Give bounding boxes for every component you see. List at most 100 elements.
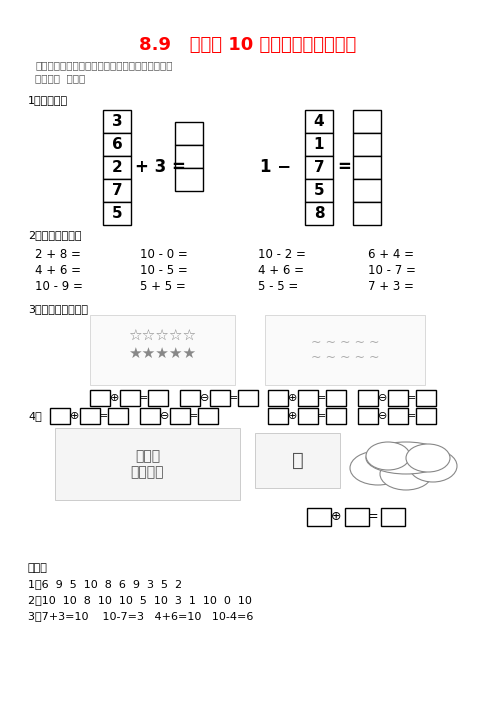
Text: 3、看图列式计算。: 3、看图列式计算。: [28, 304, 88, 314]
Text: 2: 2: [112, 160, 123, 175]
Text: ⊖: ⊖: [378, 411, 388, 421]
Text: =: =: [229, 393, 239, 403]
Bar: [90, 315, 235, 385]
Text: ⊕: ⊕: [70, 411, 80, 421]
Text: 路漫漫其修远兮，吾将上下而求索。屈原《离骚》: 路漫漫其修远兮，吾将上下而求索。屈原《离骚》: [35, 60, 173, 70]
Text: 🚗: 🚗: [292, 451, 304, 470]
Text: 7 + 3 =: 7 + 3 =: [368, 281, 414, 293]
Text: ~ ~ ~ ~ ~
~ ~ ~ ~ ~: ~ ~ ~ ~ ~ ~ ~ ~ ~ ~: [311, 336, 379, 364]
Text: ⊕: ⊕: [331, 510, 341, 524]
Bar: [255, 433, 340, 488]
Text: 3: 3: [112, 114, 123, 129]
Text: 1、6  9  5  10  8  6  9  3  5  2: 1、6 9 5 10 8 6 9 3 5 2: [28, 579, 182, 589]
Text: 1: 1: [314, 137, 324, 152]
Bar: [305, 156, 333, 179]
Text: 🚗🚗🚗
🚗🚗🚗🚗: 🚗🚗🚗 🚗🚗🚗🚗: [131, 449, 164, 479]
Bar: [103, 179, 131, 202]
Bar: [381, 508, 405, 526]
Bar: [103, 133, 131, 156]
Text: 答案：: 答案：: [28, 563, 48, 573]
Text: =: =: [407, 411, 417, 421]
Text: 6 + 4 =: 6 + 4 =: [368, 249, 414, 262]
Text: 1 −: 1 −: [260, 158, 291, 176]
Bar: [353, 133, 381, 156]
Bar: [238, 390, 258, 406]
Text: 3、7+3=10    10-7=3   4+6=10   10-4=6: 3、7+3=10 10-7=3 4+6=10 10-4=6: [28, 611, 253, 621]
Text: =: =: [337, 158, 351, 176]
Bar: [305, 133, 333, 156]
Bar: [148, 390, 168, 406]
Text: 8: 8: [313, 206, 324, 221]
Ellipse shape: [406, 444, 450, 472]
Text: =: =: [189, 411, 199, 421]
Bar: [305, 110, 333, 133]
Bar: [120, 390, 140, 406]
Text: 5 - 5 =: 5 - 5 =: [258, 281, 298, 293]
Text: 7: 7: [313, 160, 324, 175]
Bar: [358, 408, 378, 424]
Bar: [170, 408, 190, 424]
Text: 2、10  10  8  10  10  5  10  3  1  10  0  10: 2、10 10 8 10 10 5 10 3 1 10 0 10: [28, 595, 252, 605]
Text: 2、看谁算得快。: 2、看谁算得快。: [28, 230, 81, 240]
Bar: [210, 390, 230, 406]
Bar: [268, 390, 288, 406]
Text: ☆☆☆☆☆
★★★★★: ☆☆☆☆☆ ★★★★★: [128, 329, 196, 362]
Text: 5: 5: [313, 183, 324, 198]
Bar: [305, 202, 333, 225]
Text: + 3 =: + 3 =: [135, 158, 186, 176]
Text: ⊖: ⊖: [160, 411, 170, 421]
Bar: [265, 315, 425, 385]
Bar: [298, 408, 318, 424]
Bar: [305, 179, 333, 202]
Text: 10 - 2 =: 10 - 2 =: [258, 249, 306, 262]
Text: 1、填一填。: 1、填一填。: [28, 95, 68, 105]
Text: 4 + 6 =: 4 + 6 =: [258, 265, 304, 277]
Ellipse shape: [366, 442, 446, 474]
Bar: [345, 508, 369, 526]
Bar: [175, 168, 203, 191]
Text: ⊕: ⊕: [288, 393, 298, 403]
Text: 江南学校  李友峰: 江南学校 李友峰: [35, 73, 85, 83]
Bar: [298, 390, 318, 406]
Bar: [103, 202, 131, 225]
Bar: [388, 390, 408, 406]
Bar: [90, 390, 110, 406]
Text: 4 + 6 =: 4 + 6 =: [35, 265, 81, 277]
Bar: [326, 408, 346, 424]
Text: ⊕: ⊕: [288, 411, 298, 421]
Text: 8.9   得数是 10 的加法和相应的减法: 8.9 得数是 10 的加法和相应的减法: [139, 36, 357, 54]
Text: 10 - 0 =: 10 - 0 =: [140, 249, 188, 262]
Text: ⊕: ⊕: [110, 393, 120, 403]
Bar: [353, 179, 381, 202]
Ellipse shape: [409, 450, 457, 482]
Bar: [175, 122, 203, 145]
Text: =: =: [317, 393, 327, 403]
Bar: [103, 110, 131, 133]
Text: 5 + 5 =: 5 + 5 =: [140, 281, 186, 293]
Bar: [416, 408, 436, 424]
Bar: [416, 390, 436, 406]
Bar: [268, 408, 288, 424]
Text: 4: 4: [313, 114, 324, 129]
Bar: [180, 390, 200, 406]
Bar: [358, 390, 378, 406]
Bar: [55, 428, 240, 500]
Text: =: =: [139, 393, 149, 403]
Bar: [353, 110, 381, 133]
Text: ⊖: ⊖: [200, 393, 210, 403]
Text: 6: 6: [112, 137, 123, 152]
Bar: [175, 145, 203, 168]
Text: =: =: [317, 411, 327, 421]
Bar: [307, 508, 331, 526]
Bar: [140, 408, 160, 424]
Text: 7: 7: [112, 183, 123, 198]
Bar: [353, 156, 381, 179]
Ellipse shape: [380, 458, 432, 490]
Bar: [388, 408, 408, 424]
Bar: [50, 408, 70, 424]
Text: =: =: [407, 393, 417, 403]
Text: 5: 5: [112, 206, 123, 221]
Text: ⊖: ⊖: [378, 393, 388, 403]
Text: 10 - 5 =: 10 - 5 =: [140, 265, 188, 277]
Bar: [326, 390, 346, 406]
